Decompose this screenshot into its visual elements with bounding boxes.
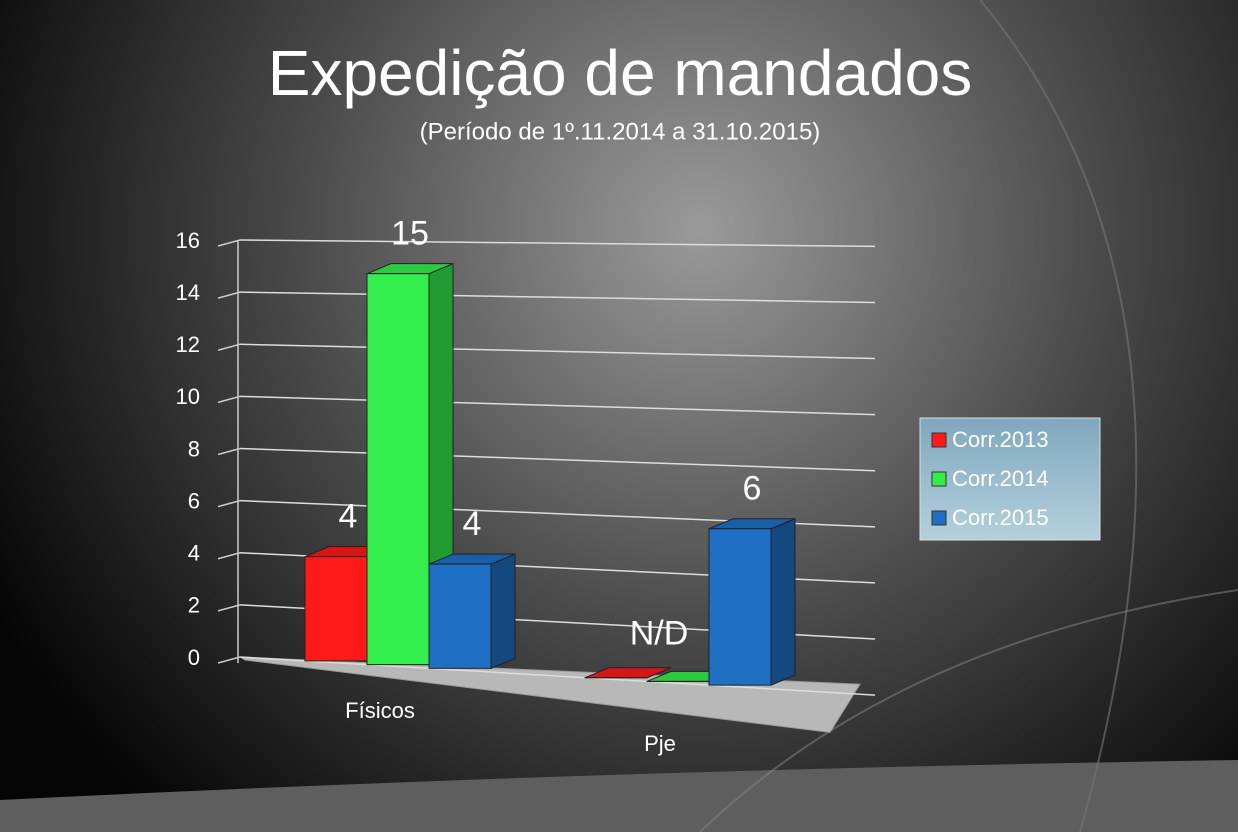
legend-swatch [931,432,947,448]
tick-mark [217,395,241,404]
chart-title: Expedição de mandados [268,37,973,109]
grid-line [239,656,876,696]
legend-swatch [931,471,947,487]
tick-mark [217,291,241,299]
y-tick-label: 8 [188,436,200,461]
tick-mark [217,343,241,351]
bar [366,273,430,666]
y-tick-label: 10 [176,384,200,409]
y-tick-label: 16 [176,228,200,253]
grid-line [239,343,876,360]
legend-swatch [931,510,947,526]
y-tick-label: 0 [188,645,200,670]
annotation: N/D [630,615,689,653]
tick-mark [217,552,241,560]
y-tick-label: 2 [188,593,200,618]
decor-arc [699,589,1238,832]
tick-mark [217,239,241,247]
chart-subtitle: (Período de 1º.11.2014 a 31.10.2015) [420,118,821,145]
tick-mark [217,447,241,456]
data-label: 15 [391,215,429,253]
tick-mark [217,499,241,508]
bar [708,528,772,686]
y-tick-label: 6 [188,488,200,513]
legend-label: Corr.2015 [952,505,1049,530]
x-tick-label: Físicos [345,698,415,723]
y-tick-label: 12 [176,332,200,357]
grid-line [239,291,876,304]
data-label: 4 [463,505,482,543]
bar-side [490,553,516,670]
tick-mark [217,656,241,664]
bar-side [770,518,796,686]
y-tick-label: 14 [176,280,200,305]
grid-line [239,447,876,472]
decor-arc [979,0,1138,832]
grid-line [239,239,876,248]
x-tick-label: Pje [644,731,676,756]
bottom-band [0,760,1238,832]
data-label: 4 [339,498,358,536]
legend-label: Corr.2014 [952,466,1049,491]
grid-line [239,395,876,416]
tick-mark [217,604,241,612]
data-label: 6 [743,470,762,508]
bar [428,563,492,669]
y-tick-label: 4 [188,541,200,566]
legend-label: Corr.2013 [952,427,1049,452]
legend-box [919,417,1101,541]
bar [304,556,368,662]
